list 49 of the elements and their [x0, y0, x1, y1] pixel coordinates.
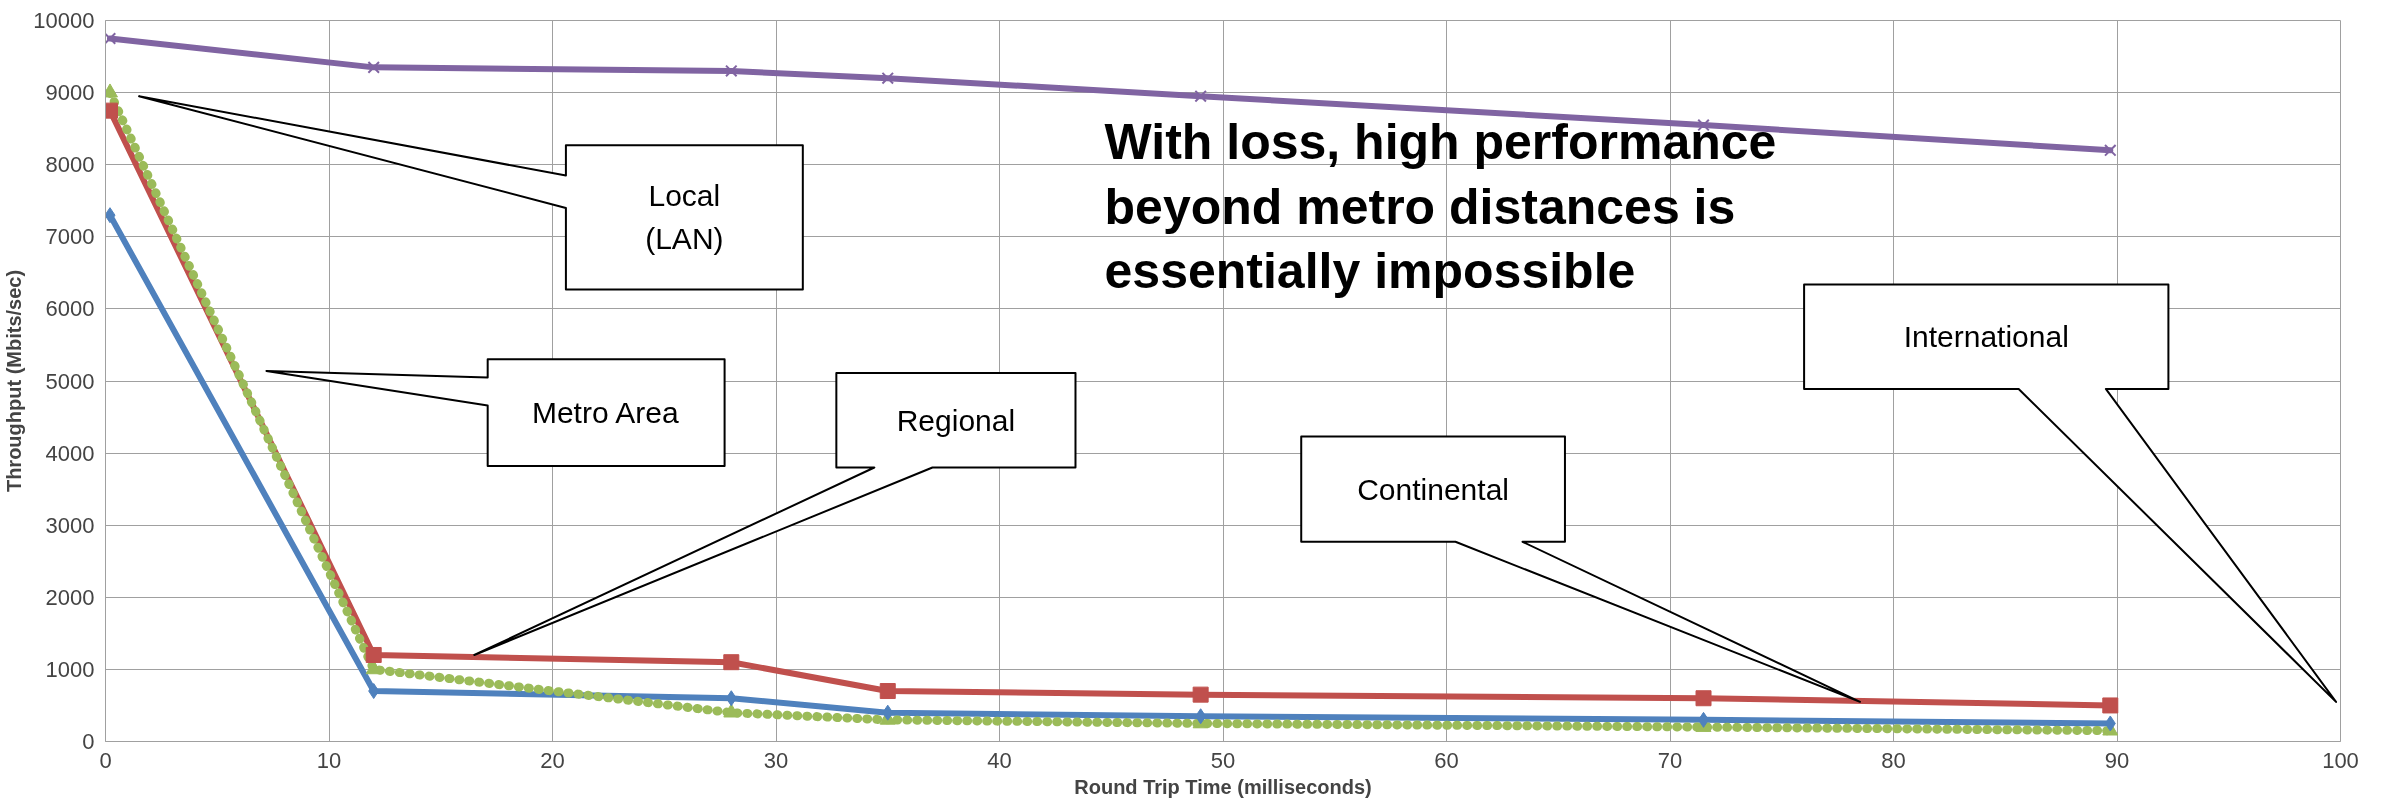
annotation: International: [1903, 320, 2069, 354]
annotation: Metro Area: [531, 396, 679, 430]
point: [367, 61, 380, 74]
x-tick-label: 0: [99, 747, 112, 773]
y-tick-label: 6000: [45, 296, 95, 322]
point: [725, 690, 737, 707]
point: [1695, 690, 1712, 707]
point: [725, 64, 738, 78]
y-tick-label: 2000: [45, 584, 95, 610]
point: [2104, 715, 2116, 732]
point: [365, 646, 382, 663]
annotation: Local (LAN): [645, 179, 724, 256]
x-tick-label: 10: [316, 747, 342, 773]
point: [723, 654, 740, 671]
y-tick-label: 8000: [45, 152, 95, 178]
point: [882, 704, 894, 721]
y-tick-label: 0: [82, 729, 95, 754]
point: [2103, 143, 2117, 157]
x-tick-label: 90: [2104, 747, 2130, 773]
y-tick-label: 3000: [45, 512, 95, 538]
point: [105, 32, 117, 45]
x-tick-label: 70: [1657, 747, 1683, 773]
annotation: Regional: [896, 403, 1016, 437]
x-tick-label: 30: [763, 747, 789, 773]
y-tick-label: 1000: [45, 656, 95, 682]
y-tick-label: 5000: [45, 368, 95, 394]
y-tick-label: 4000: [45, 440, 95, 466]
point: [881, 71, 895, 85]
y-axis-title: Throughput (Mbits/sec): [3, 269, 26, 493]
x-axis-title: Round Trip Time (milliseconds): [1074, 775, 1372, 798]
x-tick-label: 100: [2322, 747, 2359, 773]
point: [2102, 697, 2119, 714]
point: [879, 683, 896, 700]
y-tick-label: 7000: [45, 224, 95, 250]
point: [1194, 89, 1207, 103]
y-tick-label: 10000: [33, 8, 95, 33]
point: [1195, 708, 1207, 725]
annotation: With loss, high performance beyond metro distances is essentially impossible: [1104, 114, 1777, 300]
y-tick-label: 9000: [45, 80, 95, 106]
x-tick-label: 40: [987, 747, 1012, 773]
point: [368, 683, 380, 700]
annotation: Continental: [1357, 472, 1509, 506]
x-tick-label: 50: [1210, 747, 1236, 773]
point: [723, 703, 740, 718]
point: [1192, 686, 1209, 703]
x-tick-label: 60: [1434, 747, 1459, 773]
x-tick-label: 80: [1881, 747, 1906, 773]
point: [1698, 711, 1710, 728]
x-tick-label: 20: [540, 747, 565, 773]
